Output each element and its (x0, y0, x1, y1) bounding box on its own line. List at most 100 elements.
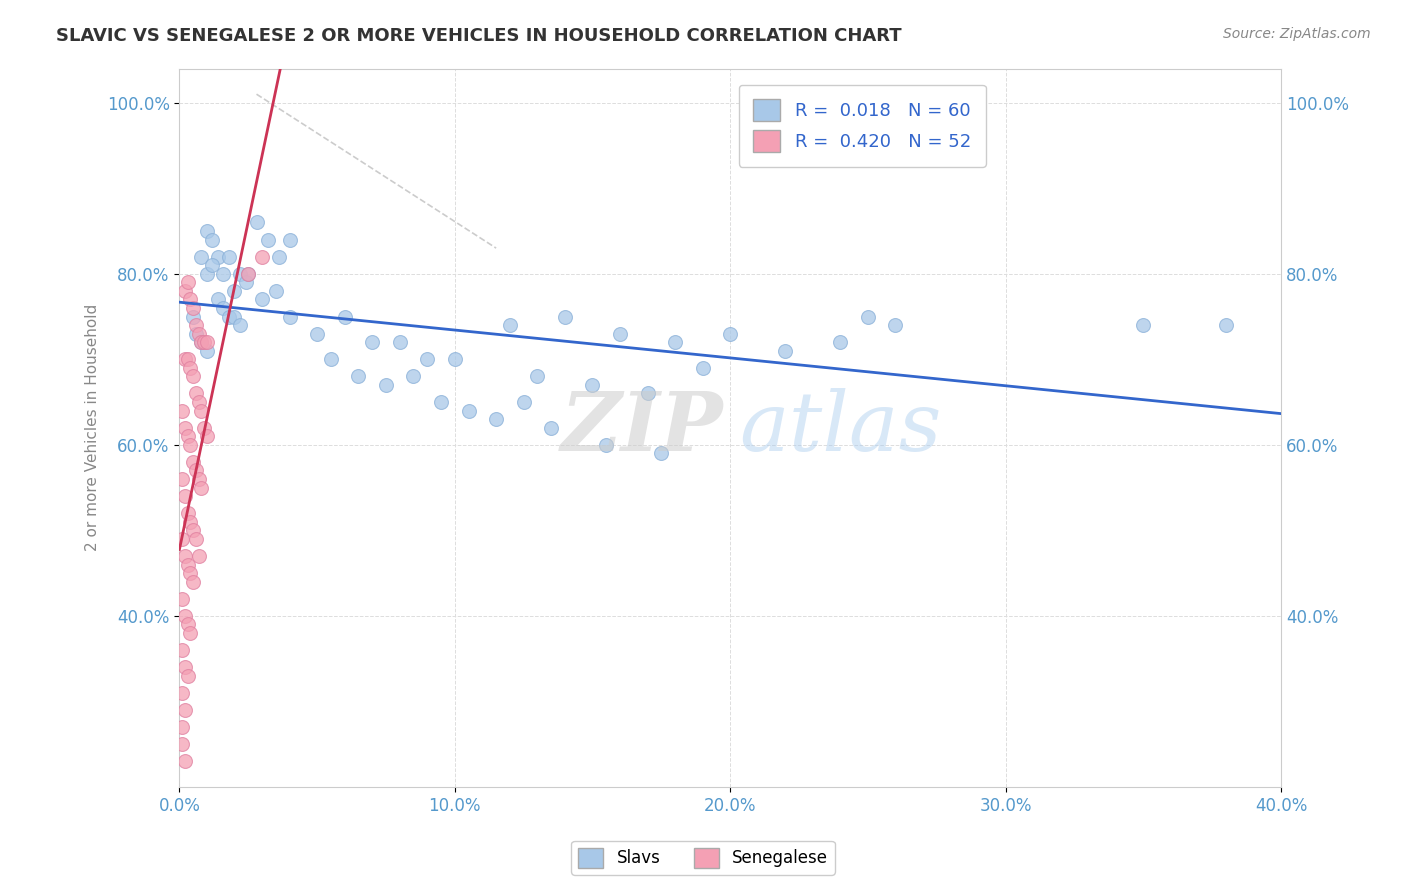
Point (187, 549, 209, 563)
Point (172, 737, 194, 751)
Point (190, 403, 212, 417)
Text: SLAVIC VS SENEGALESE 2 OR MORE VEHICLES IN HOUSEHOLD CORRELATION CHART: SLAVIC VS SENEGALESE 2 OR MORE VEHICLES … (56, 27, 901, 45)
Point (176, 429, 198, 443)
Point (172, 686, 194, 700)
Point (207, 293, 229, 307)
Point (245, 215, 267, 229)
Point (250, 293, 273, 307)
Point (193, 335, 215, 350)
Text: ZIP: ZIP (561, 388, 723, 467)
Point (187, 472, 209, 486)
Point (830, 335, 852, 350)
Point (278, 310, 301, 324)
Point (174, 549, 197, 563)
Point (181, 524, 204, 538)
Y-axis label: 2 or more Vehicles in Household: 2 or more Vehicles in Household (86, 304, 100, 551)
Point (235, 275, 257, 289)
Point (581, 378, 603, 392)
Point (184, 463, 207, 477)
Point (174, 660, 197, 674)
Point (176, 352, 198, 367)
Point (174, 754, 197, 768)
Point (184, 532, 207, 546)
Point (179, 293, 201, 307)
Point (609, 326, 631, 341)
Point (174, 608, 197, 623)
Point (856, 310, 879, 324)
Point (238, 267, 260, 281)
Point (179, 626, 201, 640)
Point (176, 617, 198, 632)
Point (172, 532, 194, 546)
Point (179, 566, 201, 580)
Point (195, 343, 218, 358)
Point (650, 446, 672, 460)
Point (190, 335, 212, 350)
Point (195, 429, 218, 443)
Point (637, 386, 659, 401)
Point (181, 369, 204, 384)
Point (485, 412, 508, 426)
Point (267, 250, 290, 264)
Point (278, 233, 301, 247)
Legend: R =  0.018   N = 60, R =  0.420   N = 52: R = 0.018 N = 60, R = 0.420 N = 52 (740, 85, 986, 167)
Point (174, 284, 197, 298)
Point (190, 335, 212, 350)
Point (224, 310, 246, 324)
Point (430, 395, 453, 409)
Point (201, 258, 224, 272)
Point (207, 250, 229, 264)
Point (172, 643, 194, 657)
Point (361, 335, 384, 350)
Point (174, 703, 197, 717)
Point (181, 310, 204, 324)
Point (664, 335, 686, 350)
Legend: Slavs, Senegalese: Slavs, Senegalese (571, 841, 835, 875)
Point (181, 301, 204, 315)
Point (718, 326, 741, 341)
Point (1215, 318, 1237, 332)
Point (238, 267, 260, 281)
Point (195, 224, 218, 238)
Point (1132, 318, 1154, 332)
Point (347, 369, 370, 384)
Point (526, 369, 548, 384)
Point (172, 403, 194, 417)
Point (184, 386, 207, 401)
Point (595, 438, 617, 452)
Point (172, 591, 194, 606)
Point (181, 574, 204, 589)
Point (176, 506, 198, 520)
Point (319, 352, 342, 367)
Point (229, 267, 252, 281)
Point (402, 369, 425, 384)
Point (554, 310, 576, 324)
Point (224, 284, 246, 298)
Point (190, 481, 212, 495)
Point (176, 275, 198, 289)
Point (193, 420, 215, 434)
Point (884, 318, 907, 332)
Point (218, 310, 240, 324)
Point (187, 326, 209, 341)
Point (181, 455, 204, 469)
Point (229, 318, 252, 332)
Point (388, 335, 411, 350)
Point (187, 395, 209, 409)
Text: atlas: atlas (740, 388, 942, 467)
Point (333, 310, 356, 324)
Point (692, 360, 714, 375)
Point (212, 267, 235, 281)
Point (174, 489, 197, 503)
Point (775, 343, 797, 358)
Point (540, 420, 562, 434)
Point (174, 420, 197, 434)
Point (375, 378, 398, 392)
Point (201, 233, 224, 247)
Point (176, 558, 198, 572)
Point (184, 318, 207, 332)
Point (218, 250, 240, 264)
Point (264, 284, 287, 298)
Point (179, 360, 201, 375)
Point (457, 403, 479, 417)
